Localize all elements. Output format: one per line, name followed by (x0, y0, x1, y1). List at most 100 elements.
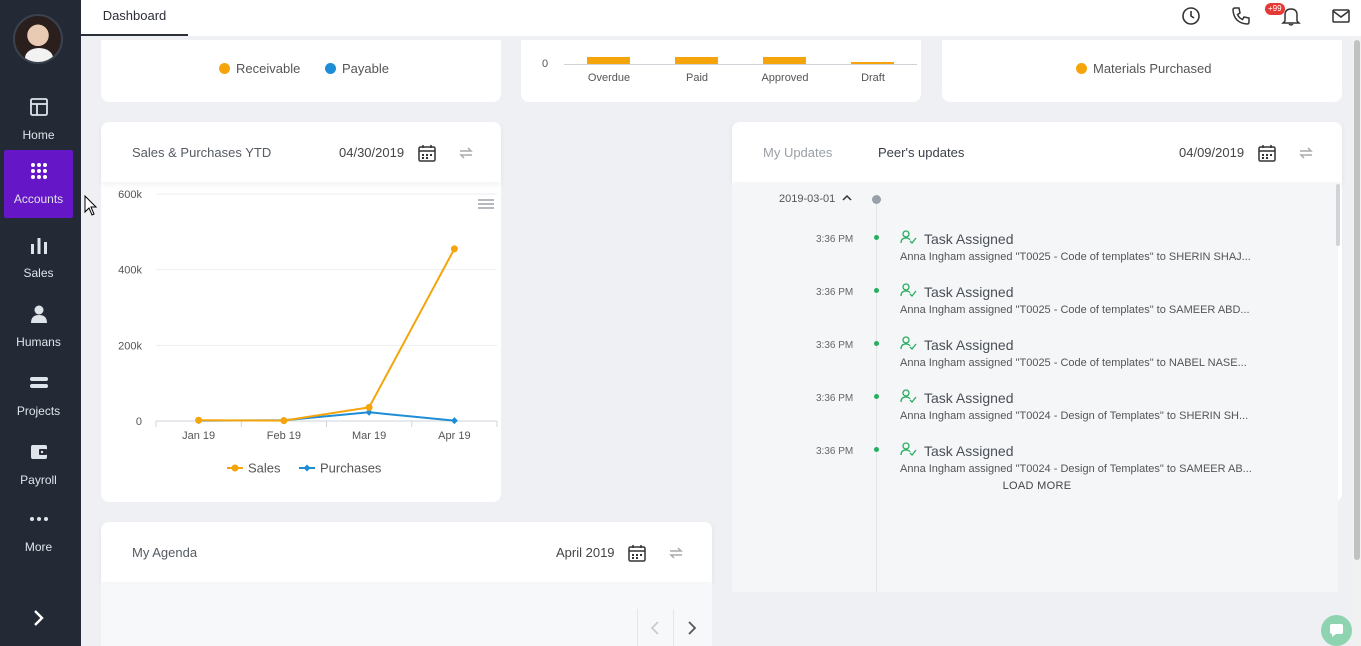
card-header: My Agenda April 2019 (101, 522, 712, 582)
updates-list[interactable]: 2019-03-01 3:36 PM Task Assigned Anna In… (732, 184, 1338, 592)
phone-icon[interactable] (1230, 5, 1252, 27)
load-more-button[interactable]: LOAD MORE (1002, 480, 1072, 492)
user-check-icon (900, 283, 917, 297)
user-check-icon (900, 389, 917, 403)
data-point-sales (280, 417, 288, 425)
item-title: Task Assigned (924, 443, 1014, 459)
legend-receivable: Receivable (219, 61, 300, 76)
tab-dashboard[interactable]: Dashboard (81, 0, 188, 36)
status-dot (874, 288, 879, 293)
refresh-icon[interactable] (1296, 143, 1316, 163)
calendar-icon[interactable] (1257, 143, 1277, 163)
materials-card: Materials Purchased (942, 40, 1342, 102)
x-tick-label: Apr 19 (438, 430, 470, 442)
legend-marker (303, 464, 311, 472)
item-time: 3:36 PM (816, 340, 854, 351)
chevron-right-icon[interactable] (26, 606, 50, 630)
chart-menu-icon (478, 199, 494, 201)
legend-swatch (325, 63, 336, 74)
legend-materials: Materials Purchased (1076, 61, 1212, 76)
item-time: 3:36 PM (816, 393, 854, 404)
legend-marker (231, 464, 239, 472)
projects-icon (29, 377, 48, 388)
bar-chart-icon (30, 238, 47, 254)
chevron-up-icon[interactable] (842, 194, 852, 202)
calendar-icon[interactable] (627, 543, 647, 563)
sidebar-item-humans[interactable]: Humans (4, 293, 73, 357)
avatar[interactable] (13, 14, 63, 64)
item-time: 3:36 PM (816, 446, 854, 457)
notification-badge: +99 (1265, 3, 1285, 15)
agenda-body (101, 584, 712, 646)
scrollbar[interactable] (1336, 184, 1340, 246)
user-check-icon (900, 442, 917, 456)
card-header: My Updates Peer's updates 04/09/2019 (732, 122, 1342, 182)
bar-approved (763, 57, 806, 64)
card-date: April 2019 (556, 545, 615, 560)
clock-icon[interactable] (1180, 5, 1202, 27)
chat-button[interactable] (1321, 615, 1352, 646)
page-scrollbar-thumb[interactable] (1354, 40, 1360, 560)
card-header: Sales & Purchases YTD 04/30/2019 (101, 122, 501, 182)
tab-peer-updates[interactable]: Peer's updates (878, 145, 965, 160)
more-icon (29, 517, 48, 521)
refresh-icon[interactable] (456, 143, 476, 163)
sidebar-item-accounts[interactable]: Accounts (4, 150, 73, 218)
status-dot (874, 447, 879, 452)
mail-icon[interactable] (1330, 5, 1352, 27)
legend-label: Receivable (236, 61, 301, 76)
chart-menu-icon (478, 203, 494, 205)
status-dot (874, 341, 879, 346)
data-point-purchases (450, 417, 458, 425)
home-icon (29, 98, 48, 116)
sidebar-item-label: Accounts (13, 192, 64, 206)
status-dot (874, 235, 879, 240)
chat-icon (1330, 624, 1343, 637)
chart-menu-icon (478, 207, 494, 209)
legend-label: Purchases (320, 461, 382, 476)
divider (673, 609, 674, 646)
item-title: Task Assigned (924, 231, 1014, 247)
tab-my-updates[interactable]: My Updates (763, 145, 833, 160)
calendar-icon[interactable] (417, 143, 437, 163)
sidebar-item-payroll[interactable]: Payroll (4, 431, 73, 495)
legend-label: Sales (248, 461, 281, 476)
legend-swatch (1076, 63, 1087, 74)
sidebar-item-label: Home (22, 128, 55, 142)
top-bar: Dashboard (81, 0, 1361, 36)
bell-icon[interactable] (1280, 5, 1302, 27)
bar-paid (675, 57, 718, 64)
sidebar-item-label: More (24, 540, 53, 554)
item-time: 3:36 PM (816, 234, 854, 245)
wallet-icon (30, 445, 47, 459)
sidebar-item-label: Projects (16, 404, 61, 418)
refresh-icon[interactable] (666, 543, 686, 563)
sidebar-item-label: Sales (23, 266, 54, 280)
agenda-card: My Agenda April 2019 (101, 522, 712, 646)
legend-payable: Payable (325, 61, 389, 76)
item-desc: Anna Ingham assigned "T0025 - Code of te… (900, 357, 1247, 369)
group-date: 2019-03-01 (779, 193, 836, 205)
y-tick-label: 200k (118, 340, 142, 352)
data-point-sales (450, 245, 458, 253)
chevron-right-icon[interactable] (686, 620, 698, 636)
category-label: Paid (685, 72, 709, 84)
item-time: 3:36 PM (816, 287, 854, 298)
x-tick-label: Jan 19 (182, 430, 215, 442)
bar-overdue (587, 57, 630, 64)
chevron-left-icon[interactable] (649, 620, 661, 636)
sidebar-item-more[interactable]: More (4, 498, 73, 562)
status-dot (874, 394, 879, 399)
receivable-payable-card: Receivable Payable (101, 40, 501, 102)
user-check-icon (900, 336, 917, 350)
category-label: Draft (861, 72, 885, 84)
sidebar-item-projects[interactable]: Projects (4, 362, 73, 426)
user-check-icon (900, 230, 917, 244)
sidebar-item-home[interactable]: Home (4, 86, 73, 150)
card-title: Sales & Purchases YTD (132, 145, 272, 160)
card-title: My Agenda (132, 545, 198, 560)
mouse-cursor-icon (84, 195, 98, 216)
updates-card: My Updates Peer's updates 04/09/2019 201… (732, 122, 1342, 592)
series-line-sales (198, 248, 456, 422)
sidebar-item-sales[interactable]: Sales (4, 224, 73, 288)
